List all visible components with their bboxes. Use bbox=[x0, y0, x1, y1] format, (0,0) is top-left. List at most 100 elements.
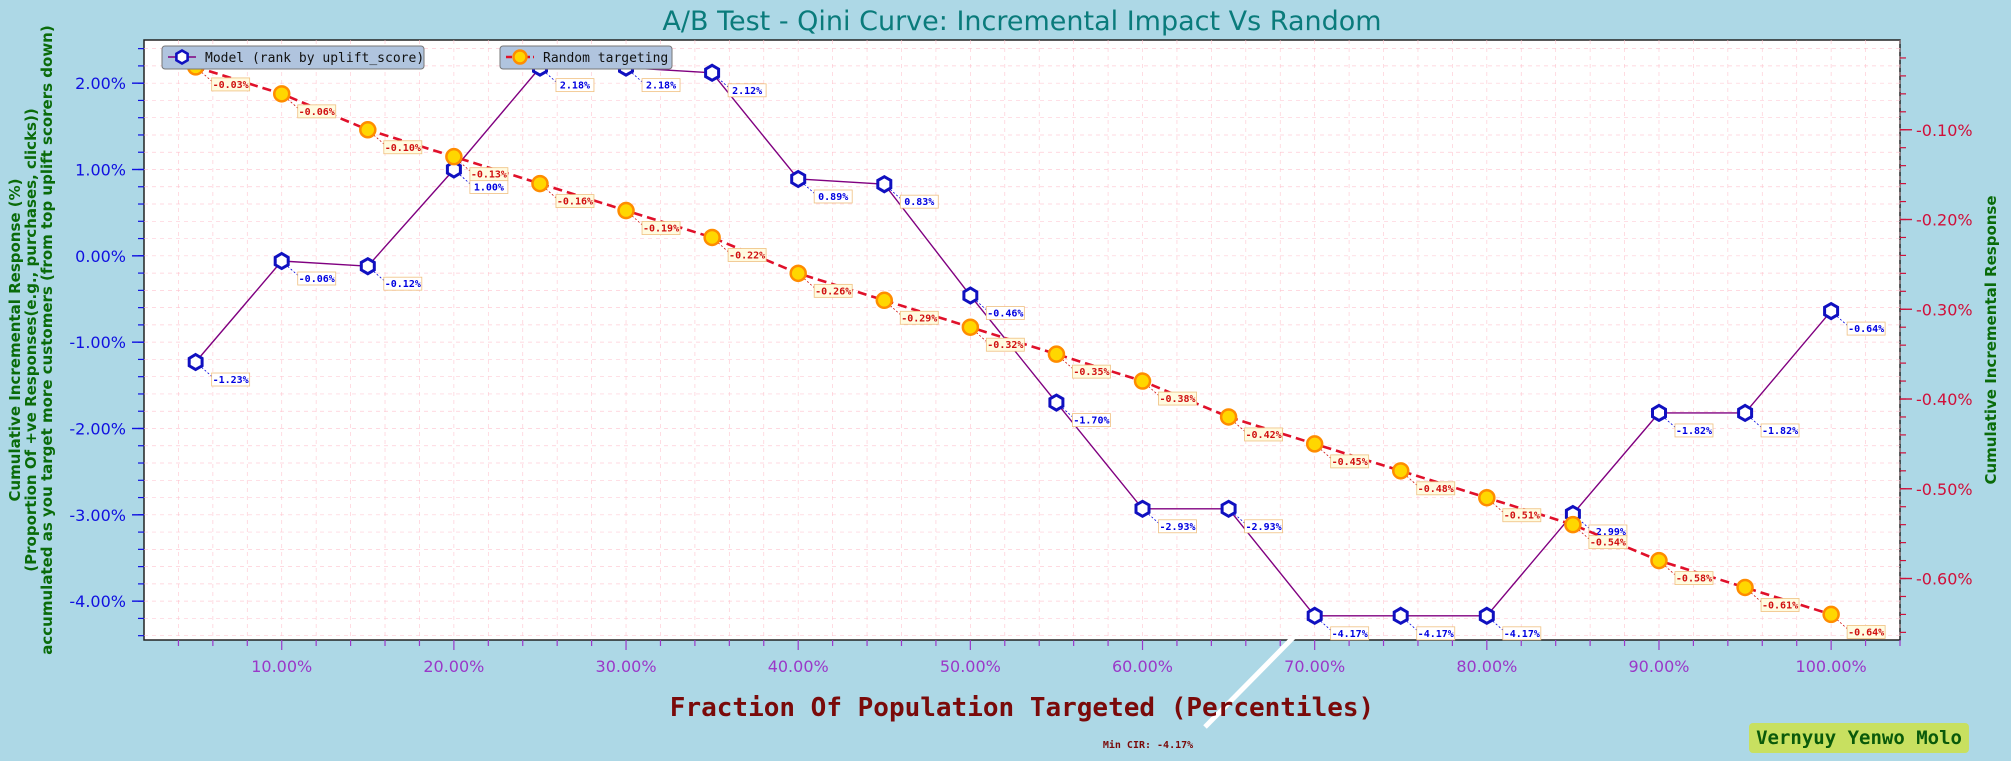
annotation-text: Min CIR: -4.17% bbox=[1103, 739, 1193, 751]
random-label-box bbox=[1330, 454, 1370, 469]
random-label-box bbox=[1158, 391, 1197, 406]
x-tick-label: 40.00% bbox=[768, 657, 829, 676]
model-point bbox=[1478, 606, 1495, 626]
random-data-label: -0.10% bbox=[385, 143, 421, 154]
y-axis-left-label-line3: accumulated as you target more customers… bbox=[38, 25, 56, 654]
model-data-label: 1.00% bbox=[474, 182, 504, 193]
random-data-label: -0.38% bbox=[1159, 394, 1195, 405]
model-point bbox=[704, 63, 721, 83]
model-point bbox=[187, 352, 204, 372]
model-label-box bbox=[1760, 423, 1800, 438]
random-point bbox=[531, 174, 549, 193]
model-data-label: -4.17% bbox=[1332, 629, 1368, 640]
model-label-box bbox=[813, 189, 853, 204]
model-data-label: 2.18% bbox=[560, 81, 590, 92]
random-point bbox=[1219, 408, 1238, 426]
random-label-box bbox=[1502, 508, 1542, 523]
random-label-box bbox=[1072, 364, 1111, 379]
y-right-tick-label: -0.60% bbox=[1916, 570, 1973, 589]
annotation-min: Min CIR: -4.17% bbox=[1103, 620, 1309, 751]
random-point bbox=[445, 147, 463, 166]
random-label-box bbox=[555, 194, 595, 209]
random-data-label: -0.29% bbox=[901, 313, 937, 324]
random-point bbox=[789, 264, 807, 283]
random-data-label: -0.19% bbox=[643, 224, 679, 235]
random-point bbox=[1133, 372, 1152, 390]
model-point bbox=[445, 160, 462, 179]
y-axis-left-label-line1: Cumulative Incremental Response (%) bbox=[6, 178, 24, 501]
model-data-label: -4.17% bbox=[1418, 629, 1454, 640]
random-label-box bbox=[899, 310, 939, 325]
model-data-label: -0.46% bbox=[987, 309, 1023, 320]
random-data-label: -0.06% bbox=[299, 107, 335, 118]
model-label-box bbox=[1502, 626, 1542, 641]
random-point bbox=[1391, 462, 1410, 480]
model-data-label: -0.64% bbox=[1848, 324, 1884, 335]
model-label-box bbox=[1416, 626, 1456, 641]
x-tick-label: 70.00% bbox=[1284, 657, 1345, 676]
random-data-label: -0.42% bbox=[1246, 430, 1282, 441]
model-label-box bbox=[211, 372, 251, 387]
model-data-label: -2.93% bbox=[1246, 522, 1282, 533]
random-data-label: -0.48% bbox=[1418, 484, 1454, 495]
model-label-box bbox=[1674, 423, 1714, 438]
y-axis-right-label: Cumulative Incremental Response bbox=[1982, 195, 2000, 484]
random-label-box bbox=[1846, 625, 1886, 639]
random-label-box bbox=[727, 248, 767, 262]
model-label-box bbox=[1244, 519, 1283, 534]
y-right-tick-label: -0.50% bbox=[1916, 480, 1973, 499]
y-axis-left-label-line2: (Proportion Of +ve Responses(e.g., purch… bbox=[22, 108, 40, 571]
random-label-box bbox=[383, 140, 423, 155]
model-label-box bbox=[1158, 519, 1197, 534]
random-data-label: -0.51% bbox=[1504, 511, 1540, 522]
model-label-box bbox=[1330, 626, 1370, 641]
random-point bbox=[1478, 488, 1496, 507]
model-data-label: -1.82% bbox=[1762, 426, 1798, 437]
random-data-label: -0.54% bbox=[1590, 538, 1626, 549]
model-data-label: -4.17% bbox=[1504, 629, 1540, 640]
legend: Model (rank by uplift_score) Random targe… bbox=[161, 45, 673, 70]
random-label-box bbox=[211, 77, 251, 92]
random-data-label: -0.58% bbox=[1676, 574, 1712, 585]
x-tick-label: 20.00% bbox=[423, 657, 484, 676]
random-data-label: -0.22% bbox=[729, 250, 765, 261]
random-data-label: -0.13% bbox=[471, 170, 507, 181]
model-data-label: -1.70% bbox=[1073, 416, 1109, 427]
random-label-box bbox=[1244, 427, 1283, 442]
model-data-label: 2.18% bbox=[646, 81, 676, 92]
random-point bbox=[1736, 578, 1754, 597]
random-data-label: -0.32% bbox=[987, 340, 1023, 351]
random-data-label: -0.26% bbox=[815, 286, 851, 297]
x-tick-label: 10.00% bbox=[251, 657, 312, 676]
random-data-label: -0.35% bbox=[1073, 367, 1109, 378]
random-label-box bbox=[985, 337, 1025, 352]
model-point bbox=[273, 251, 290, 271]
random-point bbox=[1822, 605, 1840, 624]
random-point bbox=[875, 291, 894, 310]
legend-model-marker bbox=[175, 48, 189, 65]
random-label-box bbox=[1760, 598, 1800, 612]
random-label-box bbox=[297, 104, 337, 119]
random-data-label: -0.61% bbox=[1762, 600, 1798, 611]
model-data-label: 0.83% bbox=[904, 197, 934, 208]
x-axis-label: Fraction Of Population Targeted (Percent… bbox=[670, 693, 1374, 723]
model-data-label: 2.12% bbox=[732, 86, 762, 97]
model-label-box bbox=[899, 194, 939, 209]
legend-random-marker bbox=[512, 49, 528, 65]
legend-random-label: Random targeting bbox=[543, 51, 668, 66]
y-left-tick-label: 2.00% bbox=[75, 74, 126, 93]
legend-random-box bbox=[499, 45, 673, 70]
y-left-tick-label: -3.00% bbox=[69, 506, 126, 525]
random-data-label: -0.45% bbox=[1332, 457, 1368, 468]
model-label-box bbox=[1846, 321, 1886, 336]
model-data-label: -2.93% bbox=[1159, 522, 1195, 533]
random-point bbox=[617, 201, 635, 220]
x-tick-label: 50.00% bbox=[940, 657, 1001, 676]
model-point bbox=[790, 169, 807, 189]
model-data-label: -1.82% bbox=[1676, 426, 1712, 437]
y-axis-left-label: Cumulative Incremental Response (%) (Pro… bbox=[6, 25, 56, 654]
model-data-label: 0.89% bbox=[818, 192, 848, 203]
random-label-box bbox=[1416, 481, 1456, 496]
random-point bbox=[272, 85, 291, 103]
